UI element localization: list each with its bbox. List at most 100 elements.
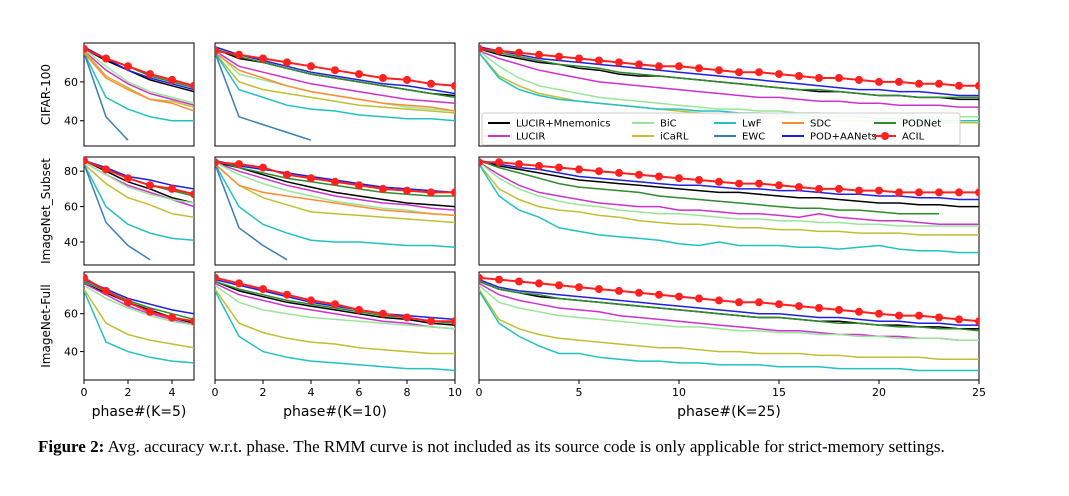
- point-acil: [535, 161, 543, 170]
- series-line-icarl: [215, 163, 455, 224]
- panel-imagenet-full-k-25: 0 5 10 15 20 25 phase#(K=25): [476, 271, 986, 420]
- point-acil: [655, 172, 663, 181]
- y-tick-label: 40: [64, 115, 78, 128]
- point-acil: [955, 315, 963, 324]
- legend-label: EWC: [742, 132, 765, 143]
- point-acil: [515, 160, 523, 169]
- point-acil: [479, 158, 483, 167]
- point-acil: [915, 188, 923, 197]
- legend-marker: [881, 132, 889, 140]
- point-acil: [307, 62, 315, 71]
- point-acil: [84, 44, 88, 53]
- x-tick-label: 2: [260, 386, 267, 399]
- legend-label: LUCIR+Mnemonics: [516, 119, 610, 130]
- series-line-ewc: [84, 52, 129, 141]
- series-line-icarl: [479, 163, 979, 236]
- series-line-pod-aanets: [84, 159, 194, 190]
- x-tick-label: 5: [576, 386, 583, 399]
- series-line-podnet: [479, 159, 939, 215]
- point-acil: [895, 77, 903, 86]
- plot-area: [215, 158, 455, 261]
- series-line-lwf: [84, 163, 194, 241]
- series-line-lucir: [215, 50, 455, 104]
- panel-imagenet-subset-k-10: [214, 156, 456, 266]
- y-axis-label: ImageNet-Full: [39, 284, 53, 368]
- series-line-ewc: [84, 163, 151, 261]
- legend-item-lucir: LUCIR: [488, 132, 545, 143]
- point-acil: [379, 309, 387, 318]
- point-acil: [875, 309, 883, 318]
- series-line-bic: [84, 284, 194, 326]
- y-tick-label: 60: [64, 308, 78, 321]
- point-acil: [84, 157, 88, 165]
- panel-frame: [214, 156, 456, 266]
- point-acil: [635, 170, 643, 179]
- series-line-pod-aanets: [479, 46, 979, 97]
- point-acil: [635, 288, 643, 297]
- legend-label: LUCIR: [516, 132, 545, 143]
- y-tick-label: 40: [64, 236, 78, 249]
- x-tick-label: 8: [404, 386, 411, 399]
- point-acil: [975, 81, 979, 90]
- point-acil: [775, 300, 783, 309]
- point-acil: [283, 170, 291, 179]
- point-acil: [575, 165, 583, 174]
- point-acil: [695, 176, 703, 184]
- point-acil: [715, 296, 723, 305]
- panel-frame: [214, 42, 456, 147]
- panel-imagenet-subset-k-5: 40 60 80 ImageNet_Subset: [39, 156, 195, 266]
- point-acil: [515, 48, 523, 57]
- point-acil: [102, 54, 110, 63]
- series-line-pod-aanets: [84, 278, 194, 315]
- series-line-bic: [215, 161, 455, 217]
- point-acil: [124, 62, 132, 71]
- point-acil: [168, 75, 176, 84]
- series-line-lucir: [215, 282, 455, 330]
- series-line-lwf: [479, 290, 979, 372]
- figure-caption: Figure 2: Avg. accuracy w.r.t. phase. Th…: [38, 436, 1028, 458]
- series-line-lucir: [479, 161, 979, 226]
- point-acil: [715, 177, 723, 186]
- series-line-sdc: [84, 52, 194, 112]
- point-acil: [146, 70, 154, 79]
- point-acil: [755, 68, 763, 77]
- plot-area: [215, 46, 455, 141]
- point-acil: [675, 174, 683, 183]
- y-axis-label: CIFAR-100: [39, 64, 53, 125]
- legend-label: PODNet: [902, 119, 941, 130]
- point-acil: [331, 177, 339, 186]
- series-line-lwf: [215, 52, 455, 122]
- point-acil: [146, 181, 154, 190]
- point-acil: [615, 58, 623, 67]
- point-acil: [795, 302, 803, 311]
- point-acil: [775, 70, 783, 79]
- point-acil: [895, 188, 903, 197]
- series-line-pod-aanets: [215, 46, 455, 95]
- y-tick-label: 80: [64, 165, 78, 178]
- point-acil: [635, 60, 643, 69]
- legend-item-pod-aanets: POD+AANets: [782, 132, 877, 143]
- point-acil: [735, 298, 743, 307]
- point-acil: [875, 77, 883, 86]
- series-line-lwf: [84, 290, 194, 364]
- point-acil: [555, 163, 563, 172]
- point-acil: [875, 186, 883, 195]
- series-line-podnet: [215, 48, 455, 99]
- point-acil: [755, 179, 763, 188]
- point-acil: [168, 313, 176, 322]
- point-acil: [146, 307, 154, 316]
- point-acil: [915, 311, 923, 320]
- point-acil: [451, 81, 455, 90]
- point-acil: [855, 307, 863, 316]
- point-acil: [595, 56, 603, 65]
- series-line-icarl: [84, 50, 194, 108]
- point-acil: [479, 44, 483, 53]
- point-acil: [755, 298, 763, 307]
- chart-legend: LUCIR+Mnemonics BiC LwF SDC PODNet LUCIR iCaRL…: [481, 112, 961, 146]
- point-acil: [975, 188, 979, 197]
- series-line-icarl: [479, 288, 979, 360]
- point-acil: [355, 305, 363, 314]
- legend-item-ewc: EWC: [714, 132, 765, 143]
